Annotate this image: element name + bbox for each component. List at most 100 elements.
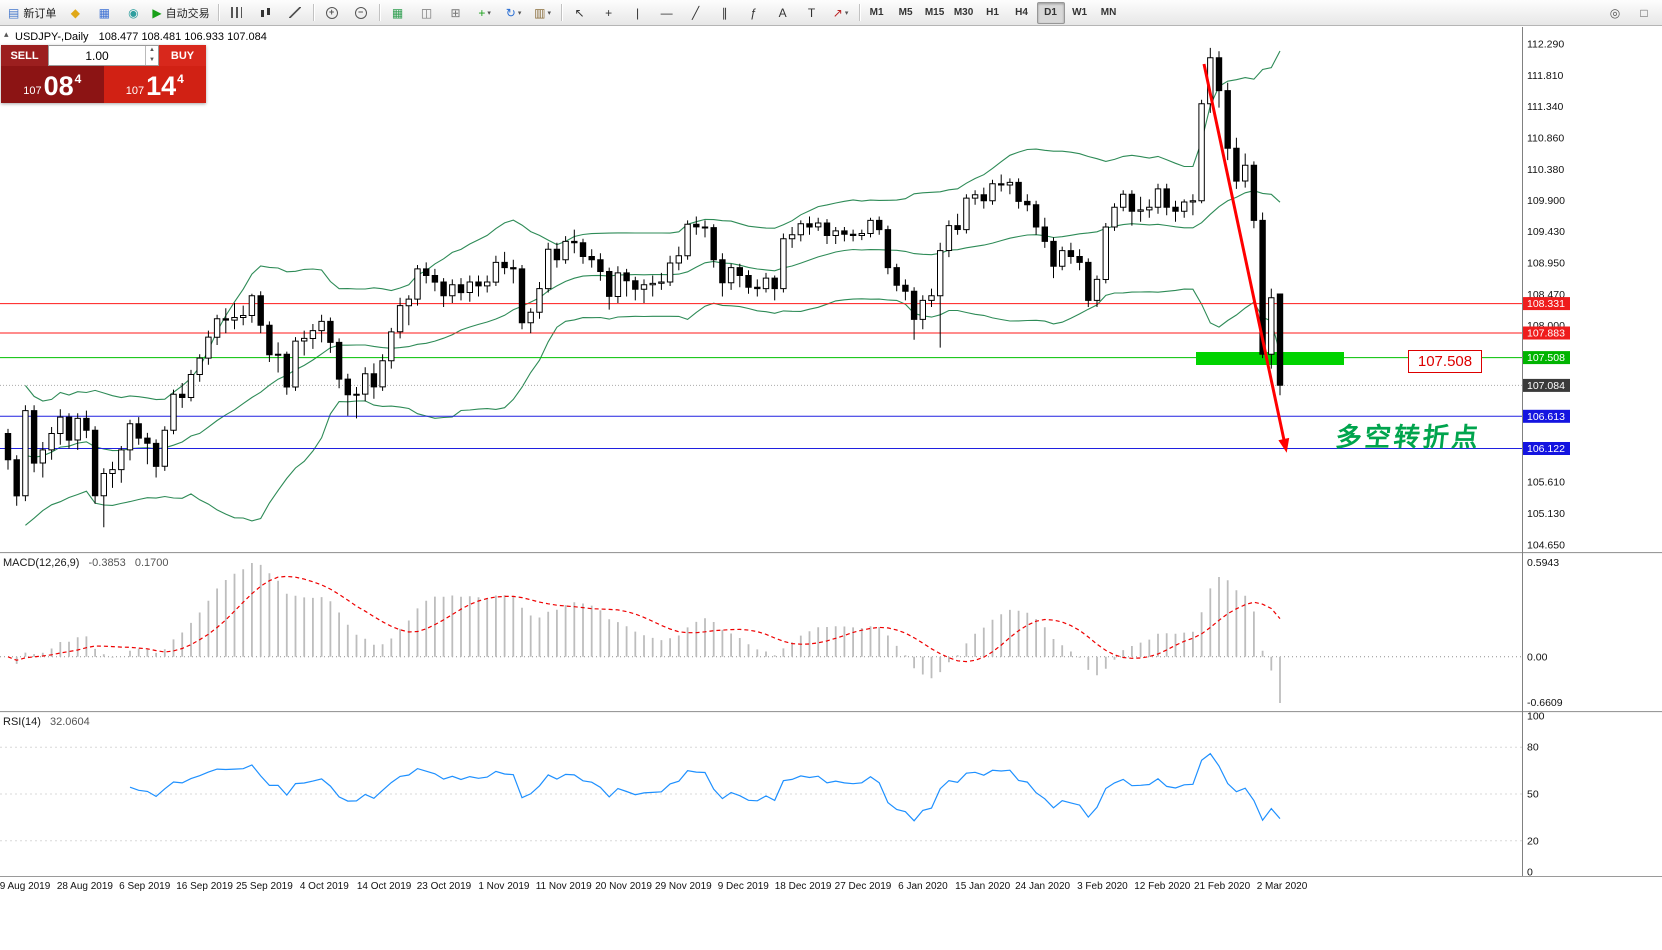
fibonacci-button[interactable]: ƒ: [740, 2, 768, 24]
arrows-button[interactable]: ↗ ▾: [827, 2, 855, 24]
channel-button[interactable]: ∥: [711, 2, 739, 24]
trend-arrow-head[interactable]: [1278, 437, 1290, 453]
rsi-line: [129, 752, 1281, 822]
sell-price-small: 107: [23, 85, 42, 97]
volume-spinner-down-icon[interactable]: ▼: [149, 56, 155, 63]
vertical-line-button[interactable]: |: [624, 2, 652, 24]
cursor-button[interactable]: ↖: [566, 2, 594, 24]
label-icon: T: [807, 5, 816, 20]
price-tag-text: 107.883: [1527, 328, 1565, 340]
time-axis-label: 12 Feb 2020: [1134, 881, 1191, 892]
timeframe-m30-button[interactable]: M30: [953, 7, 974, 18]
buy-price-sup: 4: [177, 72, 184, 86]
price-axis-label: 110.380: [1527, 164, 1564, 176]
templates-button[interactable]: ▥ ▾: [529, 2, 557, 24]
bollinger-middle-band: [25, 190, 1281, 458]
time-axis-label: 29 Nov 2019: [655, 881, 712, 892]
volume-value[interactable]: 1.00: [85, 48, 109, 63]
periods-button[interactable]: ↻ ▾: [500, 2, 528, 24]
arrows-dropdown-icon[interactable]: ▾: [844, 9, 849, 17]
time-axis-label: 16 Sep 2019: [176, 881, 233, 892]
timeframe-d1-button[interactable]: D1: [1036, 1, 1065, 24]
one-click-trade-panel[interactable]: SELL 1.00 ▲ ▼ BUY 107 08 4 107 14 4: [1, 45, 206, 103]
price-tag-text: 107.084: [1527, 380, 1565, 392]
price-axis-label: 104.650: [1527, 540, 1565, 552]
price-axis-label: 111.340: [1527, 101, 1564, 113]
bar-chart-button[interactable]: [223, 2, 251, 24]
zoom-in-button[interactable]: +: [318, 2, 346, 24]
indicators-button[interactable]: + ▾: [471, 2, 499, 24]
turning-point-annotation[interactable]: 多空转折点: [1334, 422, 1483, 452]
chart-shift-marker[interactable]: ▴: [4, 29, 9, 39]
main-pane[interactable]: [0, 47, 1522, 528]
rsi-pane[interactable]: [0, 746, 1522, 842]
toolbar-right-items: ◎ □: [1601, 2, 1658, 24]
time-axis-label: 2 Mar 2020: [1257, 881, 1308, 892]
buy-button[interactable]: BUY: [159, 45, 206, 66]
line-chart-icon: [288, 7, 301, 18]
price-axis-label: 111.810: [1527, 70, 1564, 82]
symbol-period-label: USDJPY-,Daily: [15, 31, 89, 43]
zoom-out-button[interactable]: −: [347, 2, 375, 24]
time-axis[interactable]: 9 Aug 2019 28 Aug 2019 6 Sep 2019 16 Sep 20…: [0, 881, 1308, 892]
cascade-windows-icon: ◫: [420, 5, 433, 20]
price-tag-106.122: [1523, 442, 1570, 455]
volume-spinner[interactable]: ▲ ▼: [145, 46, 158, 65]
time-axis-label: 3 Feb 2020: [1077, 881, 1128, 892]
indicators-dropdown-icon[interactable]: ▾: [487, 9, 491, 17]
time-axis-label: 14 Oct 2019: [357, 881, 412, 892]
horizontal-line-button[interactable]: —: [653, 2, 681, 24]
trendline-button[interactable]: ╱: [682, 2, 710, 24]
line-chart-button[interactable]: [281, 2, 309, 24]
arrange-windows-button[interactable]: ⊞: [442, 2, 470, 24]
workspace-icon: □: [1640, 5, 1648, 20]
timeframe-mn-button[interactable]: MN: [1100, 7, 1117, 18]
macd-main-value: -0.3853: [88, 557, 126, 569]
price-annotation-label[interactable]: 107.508: [1408, 350, 1482, 373]
price-axis[interactable]: 112.290 111.810 111.340 110.860 110.380 109.9…: [1523, 39, 1570, 879]
sell-price-box[interactable]: 107 08 4: [1, 66, 104, 103]
time-axis-label: 15 Jan 2020: [955, 881, 1010, 892]
volume-spinner-up-icon[interactable]: ▲: [149, 47, 155, 53]
text-icon: A: [778, 5, 787, 20]
buy-price-small: 107: [125, 85, 145, 97]
templates-dropdown-icon[interactable]: ▾: [547, 9, 551, 17]
text-button[interactable]: A: [769, 2, 797, 24]
candlestick-chart-button[interactable]: [252, 2, 280, 24]
price-tag-107.883: [1523, 326, 1570, 340]
tile-windows-button[interactable]: ▦: [384, 2, 412, 24]
workspace-button[interactable]: □: [1630, 2, 1658, 24]
indicators-icon: +: [478, 5, 486, 20]
cascade-windows-button[interactable]: ◫: [413, 2, 441, 24]
new-order-button[interactable]: ▤ 新订单: [4, 2, 60, 24]
metaeditor-button[interactable]: ◆: [61, 2, 89, 24]
macd-signal-value: 0.1700: [134, 557, 169, 569]
metaeditor-icon: ◆: [70, 5, 80, 20]
market-watch-button[interactable]: ▦: [90, 2, 118, 24]
highlight-rect[interactable]: [1196, 352, 1344, 365]
timeframe-m1-button[interactable]: M1: [869, 7, 884, 18]
crosshair-button[interactable]: +: [595, 2, 623, 24]
market-watch-icon: ▦: [98, 5, 111, 20]
chart-title-line: USDJPY-,Daily 108.477 108.481 106.933 10…: [15, 31, 267, 43]
quick-search-button[interactable]: ◎: [1601, 2, 1629, 24]
bear-candles: [4, 57, 1284, 497]
buy-price-big: 14: [146, 71, 177, 101]
periods-dropdown-icon[interactable]: ▾: [517, 9, 522, 17]
macd-pane[interactable]: [0, 563, 1522, 703]
buy-price-box[interactable]: 107 14 4: [103, 66, 206, 103]
label-button[interactable]: T: [798, 2, 826, 24]
timeframe-m5-button[interactable]: M5: [898, 7, 913, 18]
navigator-button[interactable]: ◉: [119, 2, 147, 24]
timeframe-m15-button[interactable]: M15: [924, 7, 945, 18]
sell-button[interactable]: SELL: [1, 45, 48, 66]
timeframe-w1-button[interactable]: W1: [1072, 7, 1088, 18]
timeframe-h1-button[interactable]: H1: [986, 7, 999, 18]
autotrading-button[interactable]: ▶ 自动交易: [148, 2, 213, 24]
volume-field[interactable]: 1.00 ▲ ▼: [48, 45, 159, 66]
macd-name: MACD(12,26,9): [3, 557, 80, 569]
timeframe-h4-button[interactable]: H4: [1015, 7, 1028, 18]
trend-arrow-line[interactable]: [1202, 63, 1286, 441]
